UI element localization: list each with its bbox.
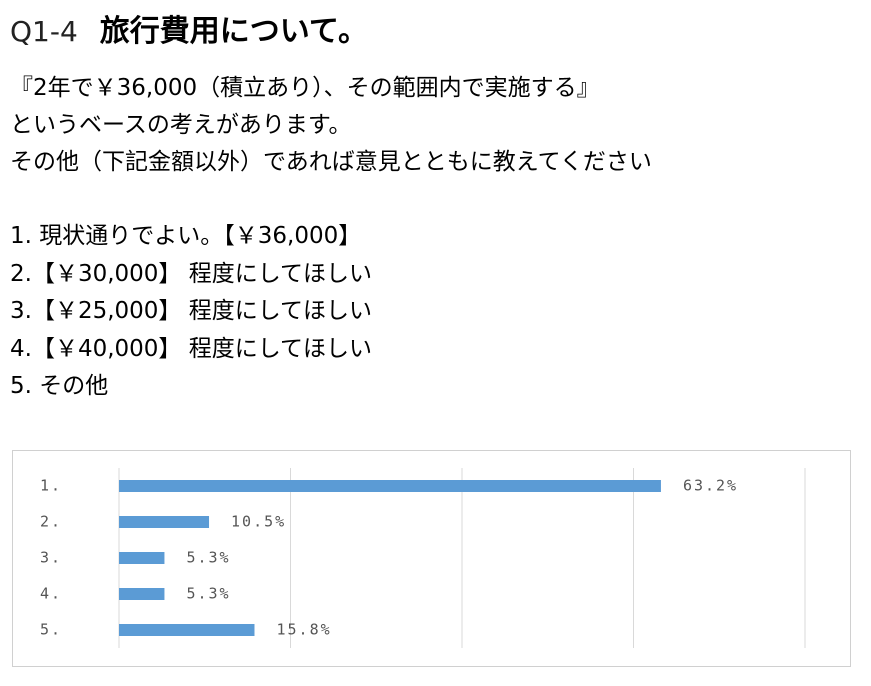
- bar: [119, 624, 255, 636]
- options: 1. 現状通りでよい。【￥36,000】 2.【￥30,000】 程度にしてほし…: [10, 218, 372, 406]
- option: 3.【￥25,000】 程度にしてほしい: [10, 298, 373, 324]
- value-label: 63.2%: [683, 477, 738, 495]
- value-label: 15.8%: [276, 621, 331, 639]
- value-label: 10.5%: [231, 513, 286, 531]
- bar: [119, 588, 165, 600]
- category-label: 5.: [40, 621, 62, 639]
- value-label: 5.3%: [186, 549, 230, 567]
- option: 5. その他: [10, 373, 109, 399]
- category-label: 1.: [40, 477, 62, 495]
- chart: 1. 63.2% 2. 10.5% 3. 5.3% 4. 5.3% 5. 15.8%: [12, 450, 851, 667]
- description-line: というベースの考えがあります。: [10, 112, 352, 138]
- bar: [119, 552, 165, 564]
- option: 4.【￥40,000】 程度にしてほしい: [10, 335, 373, 362]
- bar: [119, 480, 661, 492]
- bar: [119, 516, 210, 528]
- description: 『2年で￥36,000（積立あり）、その範囲内で実施する』 というベースの考えが…: [10, 70, 652, 181]
- option: 2.【￥30,000】 程度にしてほしい: [10, 260, 373, 287]
- category-label: 2.: [40, 513, 62, 531]
- description-line: 『2年で￥36,000（積立あり）、その範囲内で実施する』: [10, 75, 600, 101]
- category-label: 4.: [40, 585, 62, 603]
- question-number: Q1-4: [10, 15, 78, 48]
- value-label: 5.3%: [186, 585, 230, 603]
- header: Q1-4 旅行費用について。: [10, 6, 368, 50]
- category-label: 3.: [40, 549, 62, 567]
- option: 1. 現状通りでよい。【￥36,000】: [10, 223, 362, 249]
- question-title: 旅行費用について。: [99, 14, 368, 49]
- description-line: その他（下記金額以外）であれば意見とともに教えてください: [10, 149, 652, 175]
